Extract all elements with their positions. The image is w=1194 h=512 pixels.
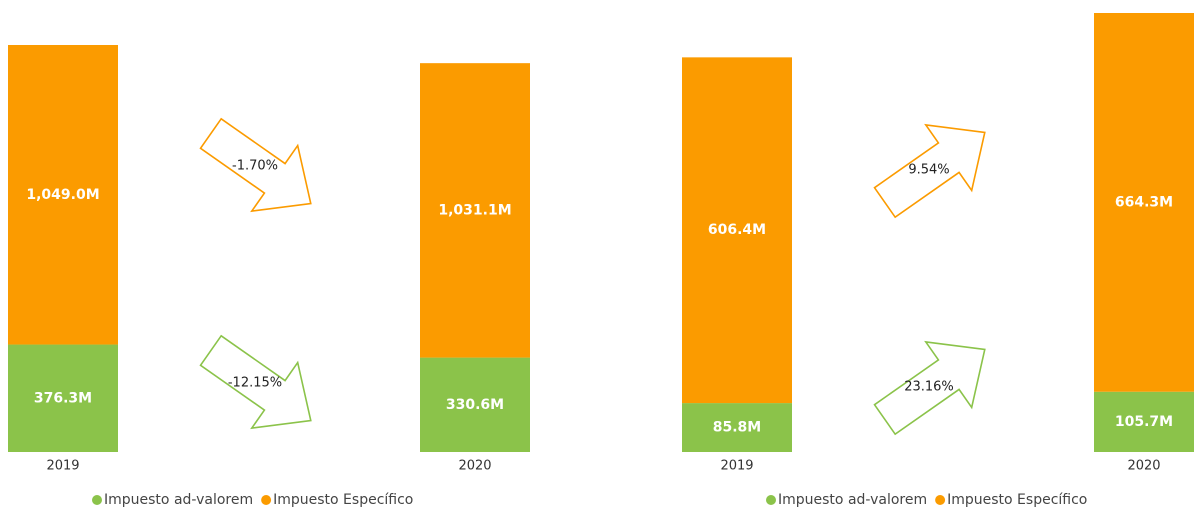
legend-label: Impuesto Específico	[947, 492, 1087, 508]
category-label: 2019	[46, 459, 79, 474]
legend-marker	[935, 495, 946, 505]
bar-segment	[682, 403, 792, 452]
arrow-shape	[873, 123, 986, 219]
arrow-shape	[199, 334, 312, 430]
legend-marker	[92, 495, 102, 505]
bar-segment	[1094, 13, 1194, 392]
change-arrow	[199, 117, 312, 213]
data-label: 1,049.0M	[26, 187, 99, 203]
change-arrow	[873, 123, 986, 219]
legend-label: Impuesto Específico	[273, 492, 413, 508]
arrow-shape	[199, 117, 312, 213]
change-label: -12.15%	[228, 376, 282, 391]
data-label: 1,031.1M	[438, 202, 511, 218]
change-arrow	[199, 334, 312, 430]
category-label: 2020	[458, 459, 491, 474]
bar-segment	[8, 344, 118, 452]
data-label: 664.3M	[1115, 194, 1173, 210]
bar-segment	[8, 45, 118, 345]
bar-segment	[420, 63, 530, 358]
arrow-shape	[873, 340, 986, 436]
legend-label: Impuesto ad-valorem	[778, 492, 927, 508]
category-label: 2019	[720, 459, 753, 474]
change-arrow	[873, 340, 986, 436]
category-label: 2020	[1127, 459, 1160, 474]
change-label: 23.16%	[904, 380, 954, 395]
legend-label: Impuesto ad-valorem	[104, 492, 253, 508]
bar-segment	[1094, 391, 1194, 452]
change-label: 9.54%	[908, 163, 949, 178]
bar-segment	[420, 357, 530, 452]
data-label: 606.4M	[708, 222, 766, 238]
legend-marker	[766, 495, 776, 505]
data-label: 376.3M	[34, 390, 92, 406]
data-label: 330.6M	[446, 397, 504, 413]
bar-segment	[682, 57, 792, 404]
data-label: 105.7M	[1115, 414, 1173, 430]
legend-marker	[261, 495, 272, 505]
change-label: -1.70%	[232, 159, 278, 174]
data-label: 85.8M	[713, 420, 761, 436]
